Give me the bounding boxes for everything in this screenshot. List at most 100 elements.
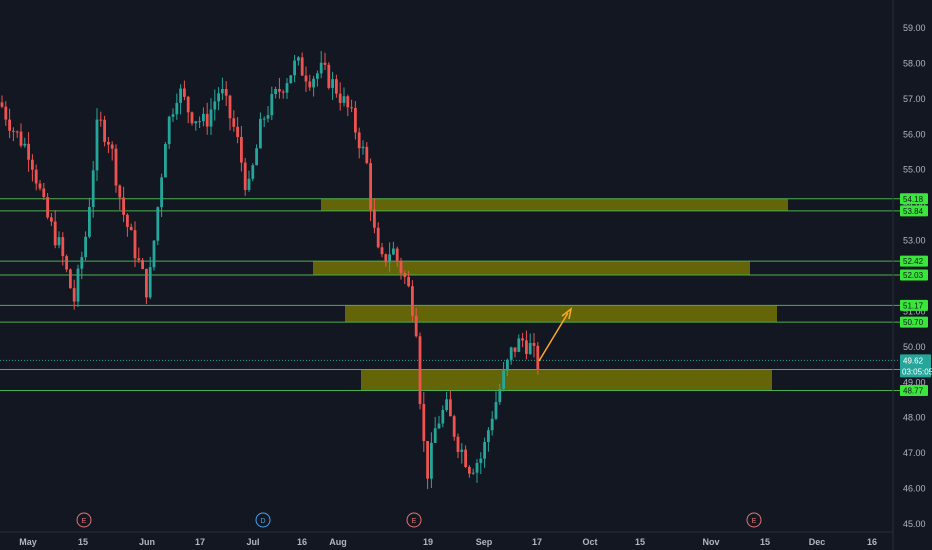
candle-body-4	[12, 130, 15, 132]
candle-body-20	[72, 288, 76, 302]
event-letter-2: D	[260, 518, 265, 525]
candle-body-14	[50, 217, 53, 222]
x-tick-label-15: Dec	[809, 537, 826, 547]
candle-body-34	[126, 214, 129, 227]
candle-body-87	[327, 64, 331, 88]
y-tick-label-2: 58.00	[903, 58, 926, 68]
candle-body-64	[240, 136, 243, 163]
candle-body-54	[202, 113, 205, 122]
level-label-5: 51.17	[903, 301, 924, 310]
candle-body-57	[213, 101, 217, 110]
candle-body-83	[312, 78, 315, 88]
candle-body-6	[19, 131, 23, 146]
x-tick-label-3: Jun	[139, 537, 155, 547]
candle-body-118	[445, 399, 448, 410]
candle-body-113	[426, 441, 429, 479]
candle-body-86	[323, 62, 327, 65]
zone-2	[313, 261, 750, 275]
x-tick-label-16: 16	[867, 537, 877, 547]
event-marker-earnings-1[interactable]	[76, 512, 92, 528]
candle-body-58	[217, 93, 220, 102]
candle-body-36	[133, 230, 137, 259]
candle-body-124	[468, 466, 471, 474]
level-label-box-5	[900, 299, 928, 311]
candle-body-10	[34, 169, 38, 184]
candle-body-16	[57, 237, 61, 246]
candle-body-30	[110, 144, 114, 149]
level-label-4: 52.03	[903, 271, 924, 280]
candle-body-77	[289, 75, 293, 84]
candle-body-26	[95, 119, 99, 171]
candle-body-63	[236, 126, 239, 137]
candle-body-97	[365, 146, 369, 164]
candle-body-24	[88, 206, 91, 237]
candle-body-13	[46, 197, 49, 218]
candle-body-49	[183, 88, 186, 97]
candle-body-21	[76, 268, 80, 302]
level-label-box-6	[900, 316, 928, 328]
current-price-box	[900, 354, 931, 378]
event-marker-earnings-3[interactable]	[406, 512, 422, 528]
event-marker-earnings-4[interactable]	[746, 512, 762, 528]
candle-body-15	[53, 221, 57, 246]
candle-body-27	[99, 119, 103, 121]
y-tick-label-7: 53.00	[903, 236, 926, 246]
candle-body-73	[274, 89, 277, 95]
candle-body-28	[103, 119, 106, 142]
x-tick-label-13: Nov	[702, 537, 719, 547]
candle-body-62	[232, 118, 236, 127]
candle-body-8	[27, 143, 30, 160]
candle-body-45	[167, 116, 171, 145]
candle-body-53	[198, 121, 201, 123]
candle-body-130	[490, 418, 494, 431]
candle-body-81	[304, 75, 308, 82]
x-tick-label-10: 17	[532, 537, 542, 547]
candle-body-72	[270, 94, 274, 116]
candle-body-48	[179, 88, 182, 103]
event-letter-3: E	[412, 518, 417, 525]
level-label-3: 52.42	[903, 257, 924, 266]
candle-body-38	[141, 260, 144, 269]
candle-body-44	[164, 144, 167, 178]
candle-body-7	[23, 143, 27, 146]
candle-body-75	[281, 91, 285, 93]
candle-body-79	[297, 57, 300, 61]
candle-body-22	[80, 257, 84, 269]
candle-body-56	[209, 109, 213, 127]
candle-body-132	[498, 388, 502, 403]
candle-body-96	[361, 146, 365, 149]
zone-1	[321, 198, 788, 211]
candle-body-23	[84, 236, 87, 258]
candle-body-52	[194, 121, 198, 124]
candle-body-141	[532, 343, 536, 346]
candles-layer	[0, 51, 540, 490]
level-label-box-3	[900, 255, 928, 267]
candle-body-3	[8, 119, 11, 131]
candle-body-126	[475, 462, 479, 473]
candle-body-120	[452, 416, 456, 437]
candle-body-137	[517, 338, 521, 352]
time-axis[interactable]: May 15 Jun 17 Jul 16 Aug 19 Sep 17 Oct 15 Nov 15 Dec 16	[19, 537, 877, 547]
candle-body-31	[114, 148, 118, 186]
candle-body-61	[228, 95, 232, 119]
candle-body-1	[0, 102, 4, 107]
candle-body-18	[65, 256, 68, 270]
y-tick-label-12: 48.00	[903, 413, 926, 423]
candle-body-76	[285, 83, 289, 93]
candle-body-133	[502, 370, 505, 389]
zone-3	[345, 305, 777, 323]
candle-body-107	[403, 272, 407, 277]
candle-body-89	[335, 79, 338, 94]
candle-body-102	[384, 254, 388, 263]
event-marker-dividend-2[interactable]	[255, 512, 271, 528]
candle-body-131	[494, 402, 498, 419]
candle-body-116	[437, 423, 441, 429]
candle-body-122	[460, 449, 464, 452]
x-tick-label-12: 15	[635, 537, 645, 547]
candle-body-35	[129, 226, 133, 231]
candle-body-98	[369, 163, 372, 210]
level-label-box-1	[900, 193, 928, 205]
candle-body-70	[262, 118, 266, 120]
candle-body-99	[373, 209, 376, 228]
